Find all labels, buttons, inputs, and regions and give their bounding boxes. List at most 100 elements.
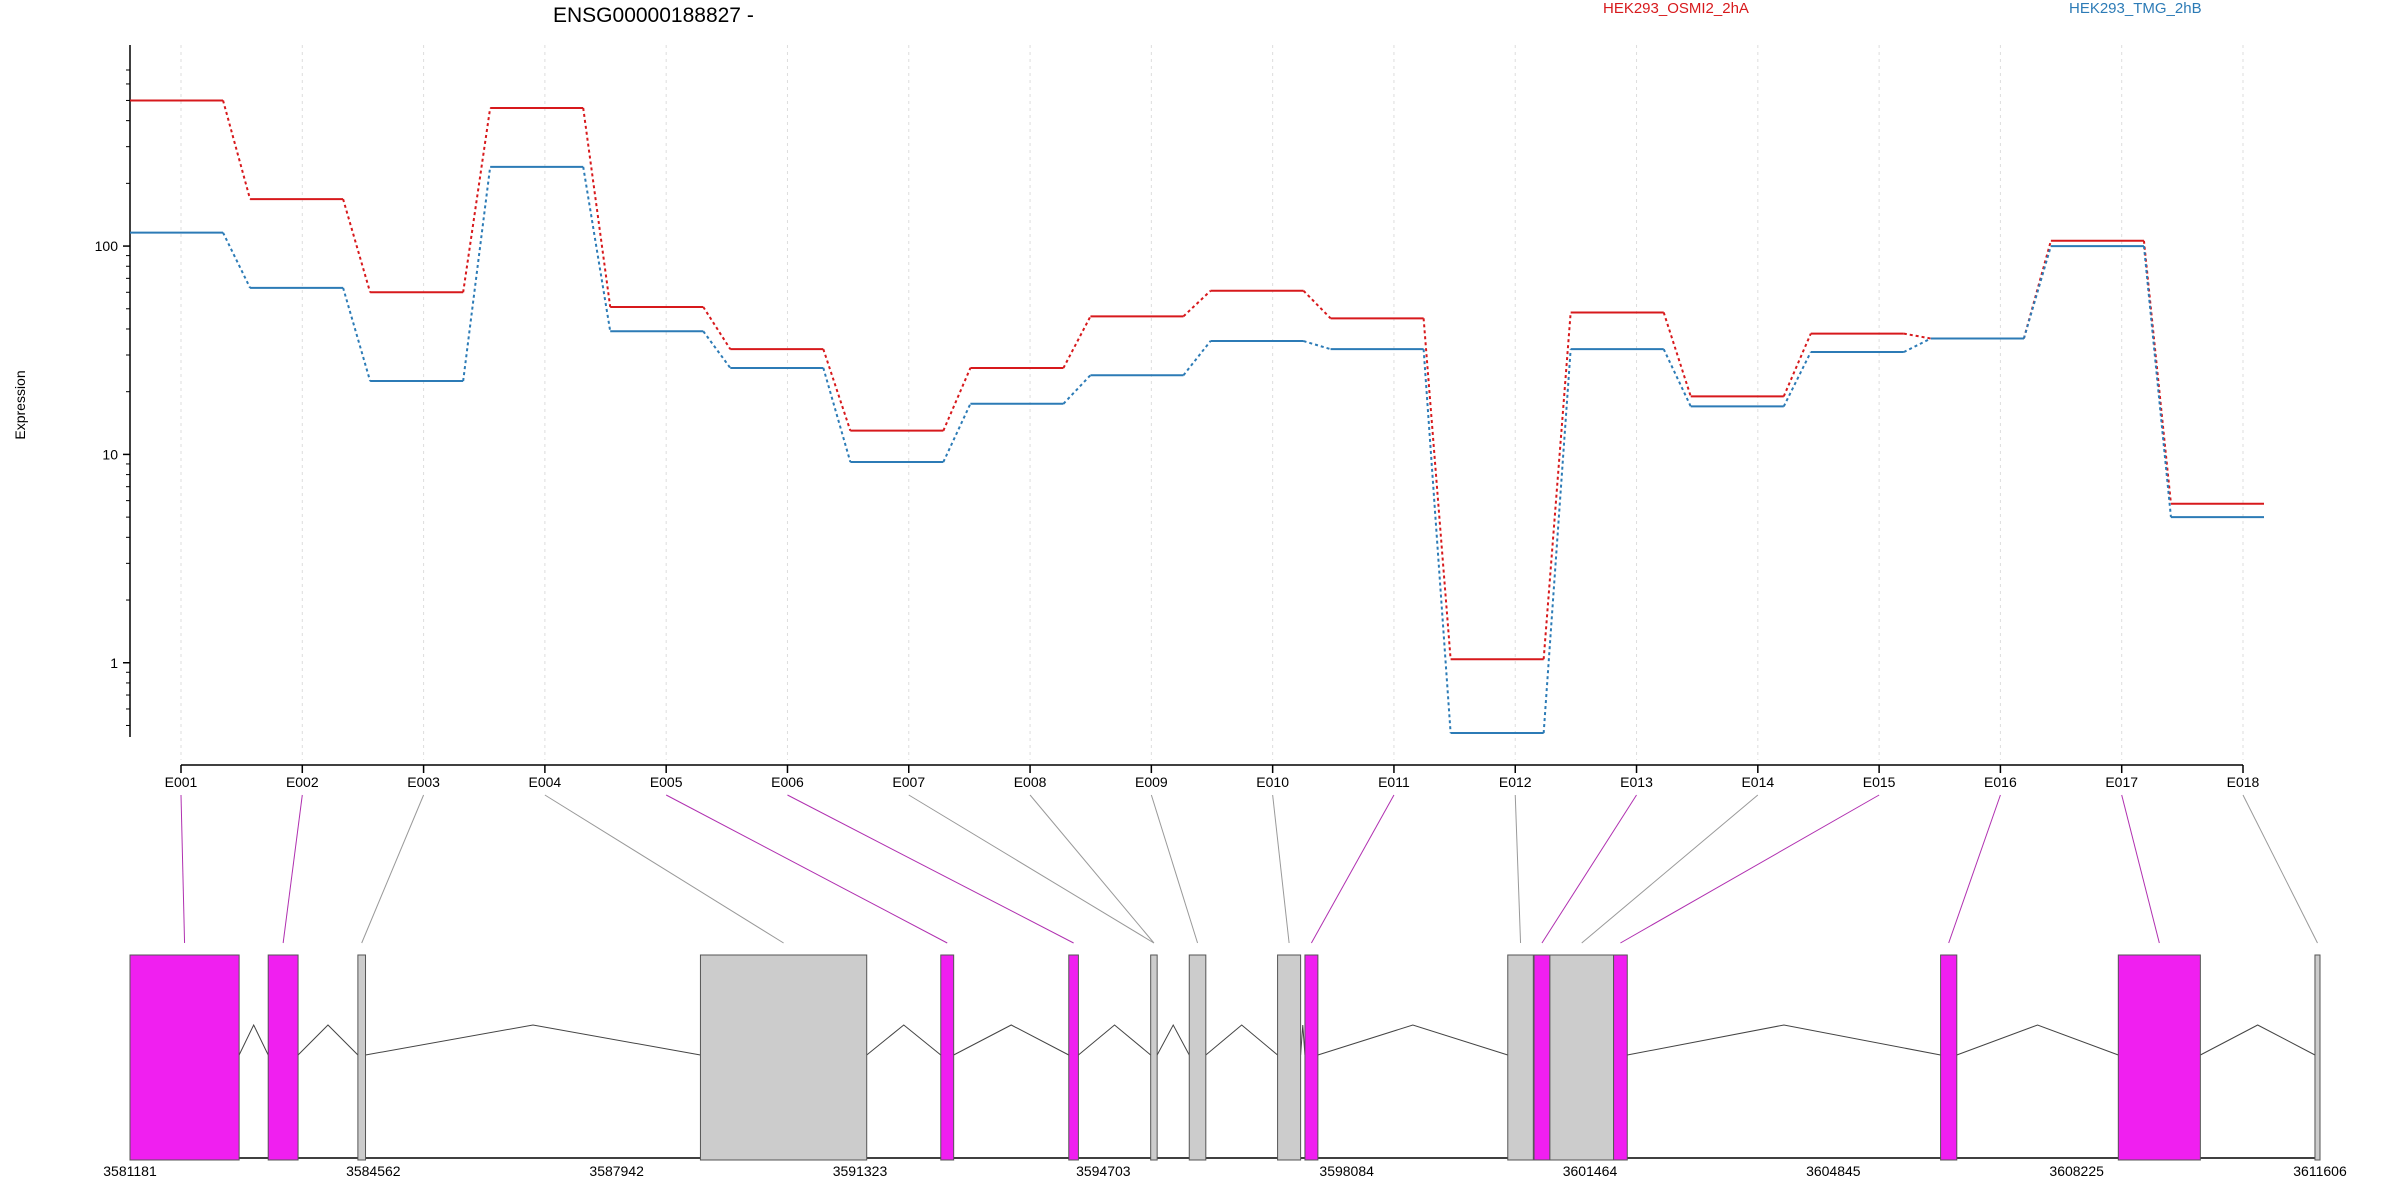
- exon-link-line: [2242, 794, 2318, 944]
- data-connector: [1182, 340, 1212, 376]
- exon-link-line: [1310, 794, 1395, 944]
- exon-box: [357, 954, 367, 1161]
- data-connector: [1542, 312, 1572, 660]
- exon-box: [1549, 954, 1615, 1161]
- exon-link-line: [1029, 794, 1155, 944]
- data-connector: [1662, 312, 1692, 397]
- exon-box: [267, 954, 299, 1161]
- data-connector: [702, 330, 732, 369]
- data-connector: [222, 232, 251, 289]
- data-connector: [942, 403, 972, 463]
- exon-link-line: [787, 794, 1074, 944]
- intron-line: [1300, 1024, 1306, 1056]
- exon-box: [1940, 954, 1958, 1161]
- intron-line: [365, 1024, 701, 1056]
- genomic-tick-label: 3601464: [1563, 1163, 1618, 1179]
- intron-line: [238, 1023, 269, 1056]
- data-connector: [2022, 245, 2052, 339]
- exon-link-line: [361, 794, 425, 944]
- x-tick-label: E009: [1135, 774, 1168, 790]
- exon-link-line: [544, 794, 784, 944]
- series-1: [130, 99, 2264, 661]
- intron-line: [866, 1024, 942, 1056]
- exon-link-line: [665, 794, 948, 944]
- x-tick-label: E015: [1863, 774, 1896, 790]
- data-connector: [1542, 349, 1572, 734]
- data-connector: [1422, 318, 1452, 660]
- data-connector: [1903, 337, 1932, 353]
- exon-link-line: [180, 794, 186, 944]
- genomic-tick-label: 3608225: [2049, 1163, 2104, 1179]
- x-tick-label: E012: [1499, 774, 1532, 790]
- genomic-tick-label: 3584562: [346, 1163, 401, 1179]
- legend-entry-series-1: HEK293_OSMI2_2hA: [1603, 0, 1749, 17]
- exon-link-line: [1541, 794, 1637, 944]
- intron-line: [1078, 1024, 1151, 1056]
- genomic-tick-label: 3598084: [1319, 1163, 1374, 1179]
- exon-box: [1188, 954, 1207, 1161]
- x-tick-label: E006: [771, 774, 804, 790]
- exon-link-line: [2121, 794, 2160, 944]
- x-tick-label: E011: [1378, 774, 1410, 790]
- y-axis-label: Expression: [12, 370, 28, 439]
- exon-box: [1068, 954, 1079, 1161]
- x-tick-label: E014: [1741, 774, 1774, 790]
- genomic-tick-label: 3581181: [103, 1163, 157, 1179]
- data-connector: [702, 306, 732, 350]
- data-connector: [222, 100, 252, 200]
- data-connector: [342, 198, 372, 293]
- gene-model: 3581181 3584562 3587942 3591323 3594703 35980…: [103, 794, 2347, 1179]
- data-connector: [942, 367, 972, 432]
- exon-box: [940, 954, 955, 1161]
- data-connector: [2142, 245, 2172, 518]
- x-tick-label: E003: [407, 774, 440, 790]
- intron-line: [297, 1024, 359, 1056]
- x-tick-label: E010: [1256, 774, 1289, 790]
- data-connector: [342, 287, 372, 382]
- intron-line: [1627, 1024, 1941, 1056]
- data-connector: [1422, 349, 1452, 734]
- exon-link-line: [1150, 794, 1199, 944]
- plot-area: 1 10 100 E001 E002 E003 E004 E005 E006 E007 E008 E0…: [95, 45, 2347, 1179]
- data-connector: [822, 367, 852, 463]
- x-tick-label: E004: [529, 774, 562, 790]
- intron-line: [953, 1024, 1069, 1056]
- data-connector: [582, 166, 612, 332]
- genomic-tick-label: 3591323: [833, 1163, 888, 1179]
- x-tick-label: E016: [1984, 774, 2017, 790]
- x-tick-label: E017: [2105, 774, 2138, 790]
- exon-box: [2117, 954, 2201, 1161]
- x-tick-label: E001: [165, 774, 198, 790]
- data-connector: [1903, 332, 1932, 340]
- data-connector: [1662, 348, 1692, 407]
- data-connector: [1062, 374, 1092, 405]
- data-connector: [1062, 315, 1092, 369]
- x-tick-label: E005: [650, 774, 683, 790]
- data-connector: [1182, 290, 1212, 318]
- data-connector: [1302, 290, 1332, 320]
- data-connector: [462, 107, 492, 293]
- exon-link-line: [282, 794, 303, 944]
- intron-line: [1317, 1024, 1508, 1056]
- exon-box: [1507, 954, 1534, 1161]
- data-connector: [1782, 351, 1812, 407]
- legend-entry-series-2: HEK293_TMG_2hB: [2069, 0, 2202, 17]
- intron-line: [1956, 1024, 2119, 1056]
- exon-box: [699, 954, 868, 1161]
- chart-title: ENSG00000188827 -: [553, 4, 754, 27]
- intron-line: [2200, 1024, 2316, 1056]
- exon-box: [1304, 954, 1319, 1161]
- genomic-tick-label: 3587942: [589, 1163, 644, 1179]
- genomic-tick-label: 3594703: [1076, 1163, 1131, 1179]
- exon-box: [1533, 954, 1551, 1161]
- genomic-tick-label: 3604845: [1806, 1163, 1861, 1179]
- exon-link-line: [908, 794, 1155, 944]
- exon-box: [2314, 954, 2321, 1161]
- exon-box: [1150, 954, 1158, 1161]
- genomic-tick-label: 3611606: [2293, 1163, 2347, 1179]
- data-connector: [822, 348, 852, 431]
- intron-line: [1205, 1024, 1278, 1056]
- exon-link-line: [1272, 794, 1290, 944]
- data-connector: [462, 166, 492, 382]
- intron-line: [1156, 1023, 1190, 1056]
